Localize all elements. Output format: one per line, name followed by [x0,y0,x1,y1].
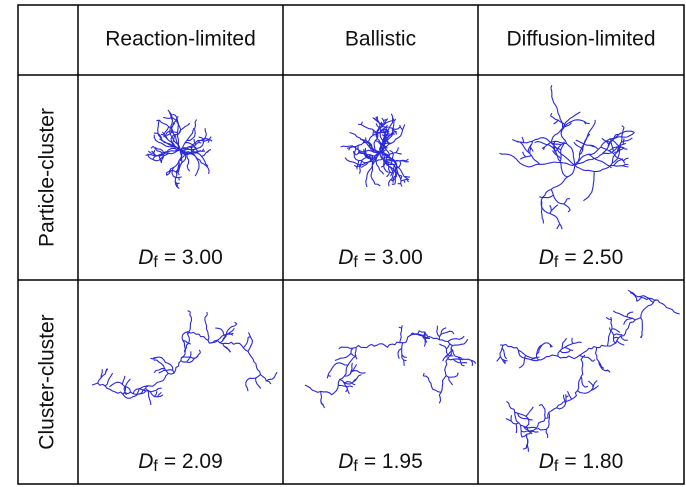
cluster-drawing [340,113,411,188]
subscript: f [554,458,559,475]
symbol: D [539,246,554,269]
table-border [17,4,685,485]
symbol: D [539,450,554,473]
fractal-dimension-label: Df = 1.95 [338,450,423,476]
column-header: Ballistic [345,28,416,51]
cluster-drawing [304,325,477,409]
column-header: Diffusion-limited [507,28,656,51]
value-text: = 2.09 [164,450,223,473]
table-grid [17,4,685,485]
column-header: Reaction-limited [105,28,256,51]
fractal-dimension-label: Df = 2.50 [539,246,624,272]
subscript: f [153,458,158,475]
cluster-drawing [496,289,680,452]
fractal-dimension-label: Df = 3.00 [338,246,423,272]
subscript: f [353,458,358,475]
row-label: Particle-cluster [36,108,59,247]
cluster-drawing [145,109,213,189]
value-text: = 2.50 [564,246,623,269]
subscript: f [153,254,158,271]
value-text: = 3.00 [164,246,223,269]
fractal-dimension-label: Df = 1.80 [539,450,624,476]
symbol: D [338,450,353,473]
symbol: D [138,246,153,269]
subscript: f [554,254,559,271]
subscript: f [353,254,358,271]
value-text: = 1.95 [364,450,423,473]
cluster-drawing [91,310,278,405]
value-text: = 1.80 [564,450,623,473]
fractal-dimension-label: Df = 3.00 [138,246,223,272]
fractal-dimension-label: Df = 2.09 [138,450,223,476]
cluster-drawing [499,85,635,230]
symbol: D [338,246,353,269]
symbol: D [138,450,153,473]
row-label: Cluster-cluster [36,314,59,449]
value-text: = 3.00 [364,246,423,269]
